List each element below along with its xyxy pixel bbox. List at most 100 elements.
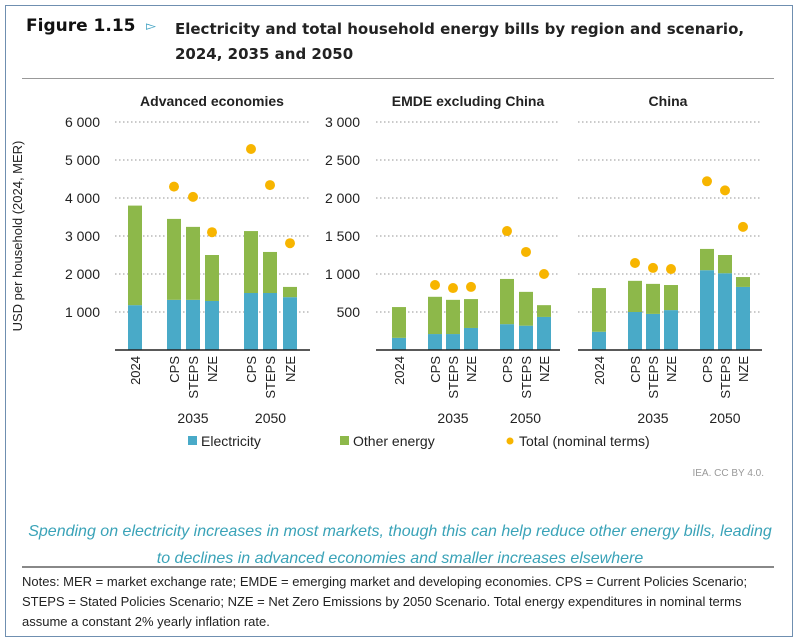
x-tick-label: 2024 [392, 356, 407, 385]
bar-other-energy [205, 255, 219, 301]
bar-other-energy [446, 299, 460, 335]
bar-electricity [537, 316, 551, 350]
x-tick-label: STEPS [446, 356, 461, 399]
bar-other-energy [700, 248, 714, 271]
dot-total [169, 181, 179, 192]
bar-electricity [392, 337, 406, 350]
x-tick-label: CPS [244, 356, 259, 383]
dot-total [666, 264, 676, 275]
dot-total [738, 221, 748, 232]
bar-other-energy [537, 305, 551, 317]
notes: Notes: MER = market exchange rate; EMDE … [22, 574, 748, 629]
bar-electricity [186, 299, 200, 350]
bar-electricity [283, 297, 297, 350]
bar-other-energy [428, 296, 442, 335]
y-tick-label: 2 000 [65, 266, 100, 282]
x-tick-label: NZE [664, 356, 679, 382]
dot-total [502, 226, 512, 237]
bar-electricity [205, 300, 219, 350]
bar-other-energy [186, 226, 200, 300]
dot-total [188, 191, 198, 202]
notes-divider [22, 566, 774, 568]
bar-electricity [664, 310, 678, 350]
bar-electricity [128, 305, 142, 350]
legend-swatch-icon [188, 436, 197, 445]
bar-electricity [628, 312, 642, 350]
dot-total [285, 238, 295, 249]
panel-title: Advanced economies [140, 93, 284, 109]
x-tick-label: 2024 [128, 356, 143, 385]
bar-electricity [244, 293, 258, 350]
credit: IEA. CC BY 4.0. [692, 468, 764, 479]
y-tick-label: 2 500 [325, 152, 360, 168]
x-tick-label: STEPS [186, 356, 201, 399]
figure-number: Figure 1.15 [26, 16, 136, 36]
dot-total [630, 257, 640, 268]
bar-other-energy [628, 280, 642, 312]
bar-other-energy [392, 307, 406, 338]
x-tick-label: CPS [167, 356, 182, 383]
chart: USD per household (2024, MER) Advanced ec… [10, 93, 762, 449]
x-tick-label: CPS [700, 356, 715, 383]
dot-total [246, 143, 256, 154]
bar-other-energy [664, 285, 678, 311]
legend-swatch-icon [340, 436, 349, 445]
y-tick-label: 1 000 [325, 266, 360, 282]
dot-total [702, 176, 712, 187]
dot-total [539, 269, 549, 279]
x-tick-label: NZE [464, 356, 479, 382]
dot-total [720, 185, 730, 196]
bar-electricity [263, 293, 277, 350]
x-tick-label: NZE [283, 356, 298, 382]
x-tick-label: NZE [537, 356, 552, 382]
legend-label: Electricity [201, 433, 261, 449]
bar-electricity [646, 313, 660, 350]
bar-electricity [446, 334, 460, 350]
figure-title: Electricity and total household energy b… [175, 20, 745, 63]
y-tick-label: 5 000 [65, 152, 100, 168]
bar-other-energy [646, 283, 660, 314]
y-tick-label: 1 000 [65, 304, 100, 320]
bar-other-energy [283, 286, 297, 298]
bar-electricity [592, 331, 606, 350]
caption: Spending on electricity increases in mos… [28, 523, 772, 567]
x-group-label: 2035 [637, 410, 668, 426]
x-group-label: 2050 [255, 410, 286, 426]
bar-other-energy [167, 218, 181, 300]
bar-electricity [500, 324, 514, 350]
x-tick-label: NZE [736, 356, 751, 382]
x-tick-label: STEPS [519, 356, 534, 399]
dot-total [207, 227, 217, 238]
figure-frame [5, 5, 793, 637]
y-tick-label: 500 [337, 304, 361, 320]
panel-title: China [649, 93, 688, 109]
dot-total [430, 280, 440, 291]
legend-label: Other energy [353, 433, 435, 449]
dot-total [521, 246, 531, 257]
dot-total [466, 281, 476, 292]
bar-electricity [428, 334, 442, 350]
legend-label: Total (nominal terms) [519, 433, 650, 449]
bar-other-energy [128, 205, 142, 306]
dot-total [265, 180, 275, 191]
bar-other-energy [592, 288, 606, 332]
y-tick-label: 3 000 [325, 114, 360, 130]
dot-total [648, 262, 658, 273]
x-tick-label: STEPS [718, 356, 733, 399]
bar-other-energy [519, 291, 533, 326]
x-tick-label: CPS [428, 356, 443, 383]
y-tick-label: 2 000 [325, 190, 360, 206]
bar-other-energy [244, 231, 258, 293]
y-tick-label: 1 500 [325, 228, 360, 244]
x-tick-label: STEPS [263, 356, 278, 399]
bar-other-energy [736, 277, 750, 287]
x-tick-label: NZE [205, 356, 220, 382]
panel-title: EMDE excluding China [392, 93, 545, 109]
bar-other-energy [464, 299, 478, 328]
bar-electricity [700, 270, 714, 350]
x-group-label: 2050 [709, 410, 740, 426]
x-group-label: 2035 [437, 410, 468, 426]
x-group-label: 2035 [177, 410, 208, 426]
x-tick-label: STEPS [646, 356, 661, 399]
title-divider [22, 78, 774, 79]
